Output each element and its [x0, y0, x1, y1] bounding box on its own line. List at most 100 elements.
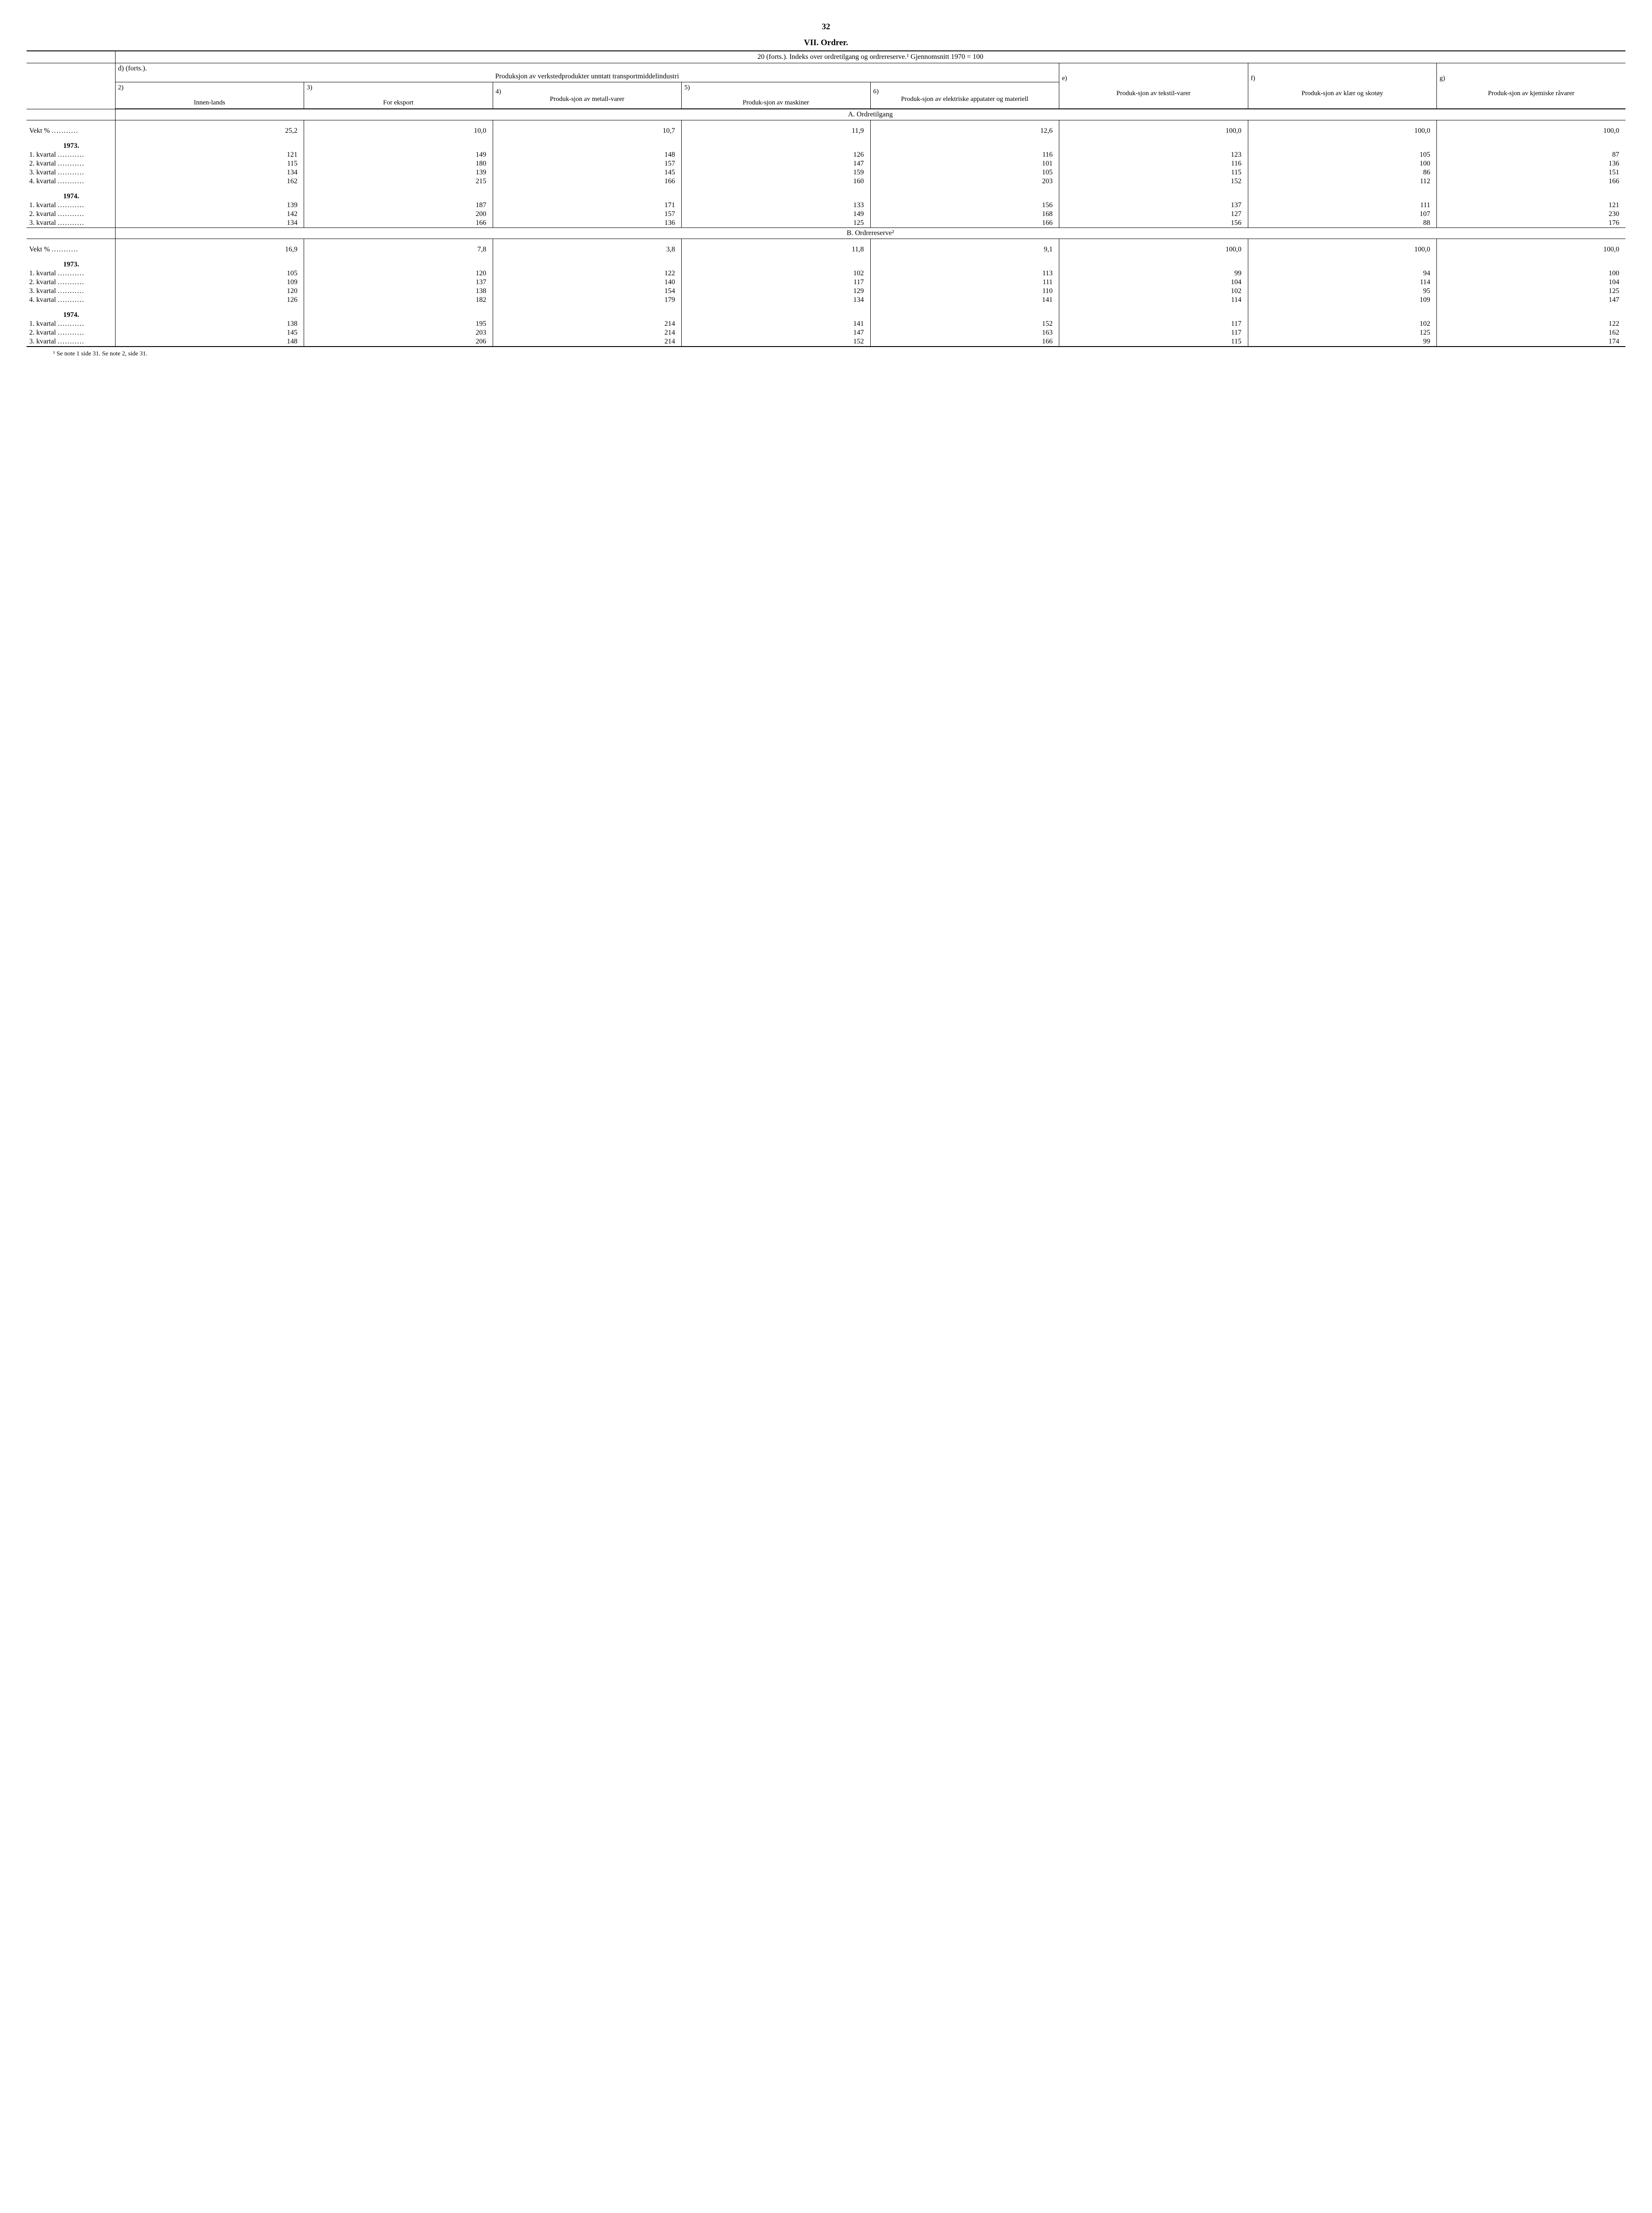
cell	[1059, 186, 1248, 192]
cell: 100,0	[1059, 127, 1248, 135]
cell: 1974.	[27, 192, 115, 201]
cell: 156	[870, 201, 1059, 210]
cell	[870, 305, 1059, 311]
cell	[1059, 120, 1248, 127]
cell: 157	[493, 159, 682, 168]
col6-text: Produk-sjon av elektriske appatater og m…	[901, 96, 1028, 103]
cell	[1248, 305, 1437, 311]
col-6-header: 6) Produk-sjon av elektriske appatater o…	[870, 82, 1059, 109]
cell: 163	[870, 328, 1059, 337]
cell	[304, 192, 493, 201]
cell	[115, 239, 304, 246]
cell: 2. kvartal ...........	[27, 159, 115, 168]
cell	[682, 142, 871, 150]
cell	[493, 192, 682, 201]
cell: 100,0	[1437, 245, 1626, 254]
cell: 179	[493, 296, 682, 305]
cell	[27, 120, 115, 127]
cell	[1437, 311, 1626, 320]
cell	[27, 305, 115, 311]
cell: 112	[1248, 177, 1437, 186]
group-f-label: f)	[1249, 75, 1436, 82]
cell: 126	[115, 296, 304, 305]
cell: 200	[304, 210, 493, 219]
cell: 113	[870, 269, 1059, 278]
cell	[1059, 239, 1248, 246]
cell: 115	[1059, 337, 1248, 347]
group-g-label: g)	[1438, 75, 1625, 82]
page-number: 32	[27, 22, 1625, 32]
cell: 99	[1248, 337, 1437, 347]
cell: 115	[115, 159, 304, 168]
cell	[1059, 254, 1248, 260]
cell: 115	[1059, 168, 1248, 177]
cell: 1973.	[27, 142, 115, 150]
cell	[682, 311, 871, 320]
cell: 134	[115, 219, 304, 228]
col-e-text: Produk-sjon av tekstil-varer	[1116, 90, 1190, 97]
cell: 187	[304, 201, 493, 210]
col-3-header: 3) For eksport	[304, 82, 493, 109]
cell: 151	[1437, 168, 1626, 177]
cell	[1248, 192, 1437, 201]
cell	[870, 120, 1059, 127]
section-title: VII. Ordrer.	[27, 38, 1625, 48]
cell	[304, 311, 493, 320]
cell: 129	[682, 287, 871, 296]
cell: 145	[493, 168, 682, 177]
cell: 214	[493, 337, 682, 347]
cell: 4. kvartal ...........	[27, 296, 115, 305]
cell	[1059, 311, 1248, 320]
data-table: 20 (forts.). Indeks over ordretilgang og…	[27, 50, 1625, 347]
cell: Vekt % ...........	[27, 245, 115, 254]
cell: 166	[1437, 177, 1626, 186]
cell: 11,8	[682, 245, 871, 254]
cell	[1437, 254, 1626, 260]
cell: 121	[1437, 201, 1626, 210]
cell	[682, 135, 871, 142]
cell: 109	[115, 278, 304, 287]
cell	[682, 254, 871, 260]
cell	[682, 305, 871, 311]
cell: 86	[1248, 168, 1437, 177]
col-e-header: e) Produk-sjon av tekstil-varer	[1059, 63, 1248, 109]
cell: 166	[870, 337, 1059, 347]
cell: 182	[304, 296, 493, 305]
cell	[493, 142, 682, 150]
cell	[1437, 142, 1626, 150]
cell	[493, 260, 682, 269]
cell	[493, 120, 682, 127]
cell	[1437, 192, 1626, 201]
cell	[493, 305, 682, 311]
cell: 145	[115, 328, 304, 337]
cell: 4. kvartal ...........	[27, 177, 115, 186]
cell	[115, 120, 304, 127]
cell: 149	[304, 150, 493, 159]
cell	[27, 109, 115, 120]
cell: 136	[493, 219, 682, 228]
cell: 114	[1059, 296, 1248, 305]
cell	[493, 311, 682, 320]
cell: 2. kvartal ...........	[27, 278, 115, 287]
cell: 116	[1059, 159, 1248, 168]
cell: 88	[1248, 219, 1437, 228]
cell	[1437, 135, 1626, 142]
col3-text: For eksport	[383, 99, 413, 106]
group-d-text: Produksjon av verkstedprodukter unntatt …	[118, 73, 1057, 81]
cell: 134	[682, 296, 871, 305]
cell: 95	[1248, 287, 1437, 296]
cell: 102	[1059, 287, 1248, 296]
cell: 99	[1059, 269, 1248, 278]
cell: 100,0	[1248, 245, 1437, 254]
cell: 87	[1437, 150, 1626, 159]
cell	[27, 228, 115, 239]
cell	[1059, 305, 1248, 311]
cell	[1248, 135, 1437, 142]
cell	[115, 142, 304, 150]
cell	[115, 254, 304, 260]
cell	[682, 186, 871, 192]
cell: 152	[1059, 177, 1248, 186]
cell: 166	[493, 177, 682, 186]
cell	[1437, 120, 1626, 127]
cell: 123	[1059, 150, 1248, 159]
